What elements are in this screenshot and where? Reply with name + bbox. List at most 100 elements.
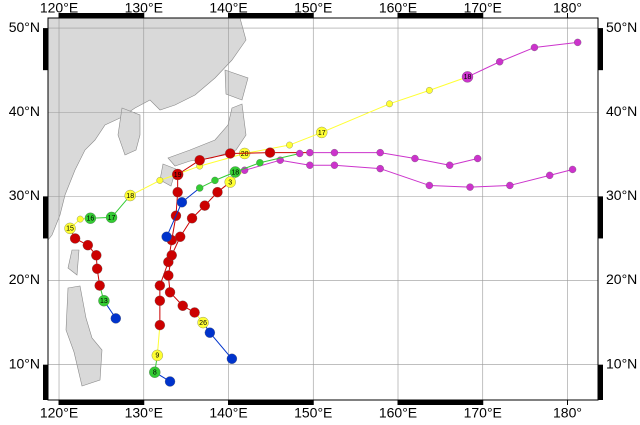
track-point [461,71,474,83]
track-point [296,149,304,158]
track-point [426,87,433,94]
lat-label: 20°N [606,271,637,287]
track-point [224,176,236,188]
track-point [306,161,314,169]
point-label: 8 [153,370,157,377]
frame-bar [228,13,314,18]
track-segment [259,152,300,164]
point-label: 13 [100,298,108,305]
track-point [376,148,384,157]
track-point [194,155,205,166]
track-point [225,148,236,159]
track-point [156,177,164,184]
track-point [84,212,97,224]
frame-bar [398,400,483,405]
frame-bar [59,400,144,405]
track-segment [499,46,535,63]
track-point [425,181,434,190]
track-point [212,187,223,198]
track-point [316,126,328,139]
track-point [574,38,582,47]
track-segment [321,103,390,133]
track-segment [166,202,183,237]
track-segment [380,168,430,186]
track-point [164,287,176,298]
frame-bar [598,364,603,400]
track-point [91,250,102,261]
track-point [376,164,384,173]
point-label: 17 [318,130,326,137]
track-point [94,280,105,291]
lat-label: 30°N [606,187,637,203]
track-segment [209,332,233,360]
track-point [175,231,186,242]
track-point [466,183,474,191]
track-point [163,270,174,281]
track-segment [280,159,310,166]
track-point [186,213,198,224]
track-point [264,147,276,158]
track-segment [199,152,231,161]
lon-label: 170°E [464,405,502,421]
track-point [76,215,84,223]
track-point [98,295,110,307]
point-label: 18 [231,169,239,176]
track-segment [389,89,430,105]
track-point [256,159,264,167]
lon-label: 130°E [125,405,163,421]
track-point [226,353,238,364]
lon-label: 150°E [294,405,332,421]
frame-bar [398,13,483,18]
lon-label: 130°E [125,0,163,16]
point-label: 9 [155,353,159,360]
lon-label: 160°E [379,405,417,421]
track-point [568,165,577,174]
track-point [199,200,210,211]
track-point [330,148,339,157]
track-segment [549,168,573,176]
track-point [546,171,554,179]
track-point [161,231,172,242]
point-label: 15 [66,226,74,233]
frame-bar [59,13,144,18]
track-segment [429,76,468,91]
track-point [124,189,136,202]
tracks: 13 15 16 17 18 20 17 18 8 9 19 26 3 18 [64,38,582,387]
point-label: 26 [199,320,207,327]
lon-label: 140°E [209,405,247,421]
track-segment [534,41,578,48]
track-point [196,184,204,192]
lon-label: 180° [553,405,582,421]
lat-label: 40°N [9,103,40,119]
track-point [330,161,339,169]
track-point [177,300,188,311]
lon-label: 140°E [209,0,247,16]
track-segment [429,184,471,188]
point-label: 17 [108,215,116,222]
track-point [151,349,163,362]
track-point [496,58,504,66]
lat-label: 20°N [9,271,40,287]
track-point [64,222,76,235]
track-point [211,176,219,185]
grid [48,18,598,400]
track-point [474,154,482,163]
track-point [164,376,176,387]
track-segment [289,131,322,146]
track-segment [230,152,271,154]
track-point [446,161,454,169]
track-point [82,240,93,251]
track-point [154,295,166,306]
frame-bar [43,364,48,400]
lon-label: 150°E [294,0,332,16]
track-point [176,197,188,208]
track-segment [449,158,478,166]
track-segment [509,174,550,186]
lon-label: 170°E [464,0,502,16]
frame-bar [228,400,314,405]
track-point [105,211,118,224]
lat-label: 50°N [606,19,637,35]
track-segment [380,152,416,160]
track-point [306,148,314,157]
track-point [204,327,216,338]
